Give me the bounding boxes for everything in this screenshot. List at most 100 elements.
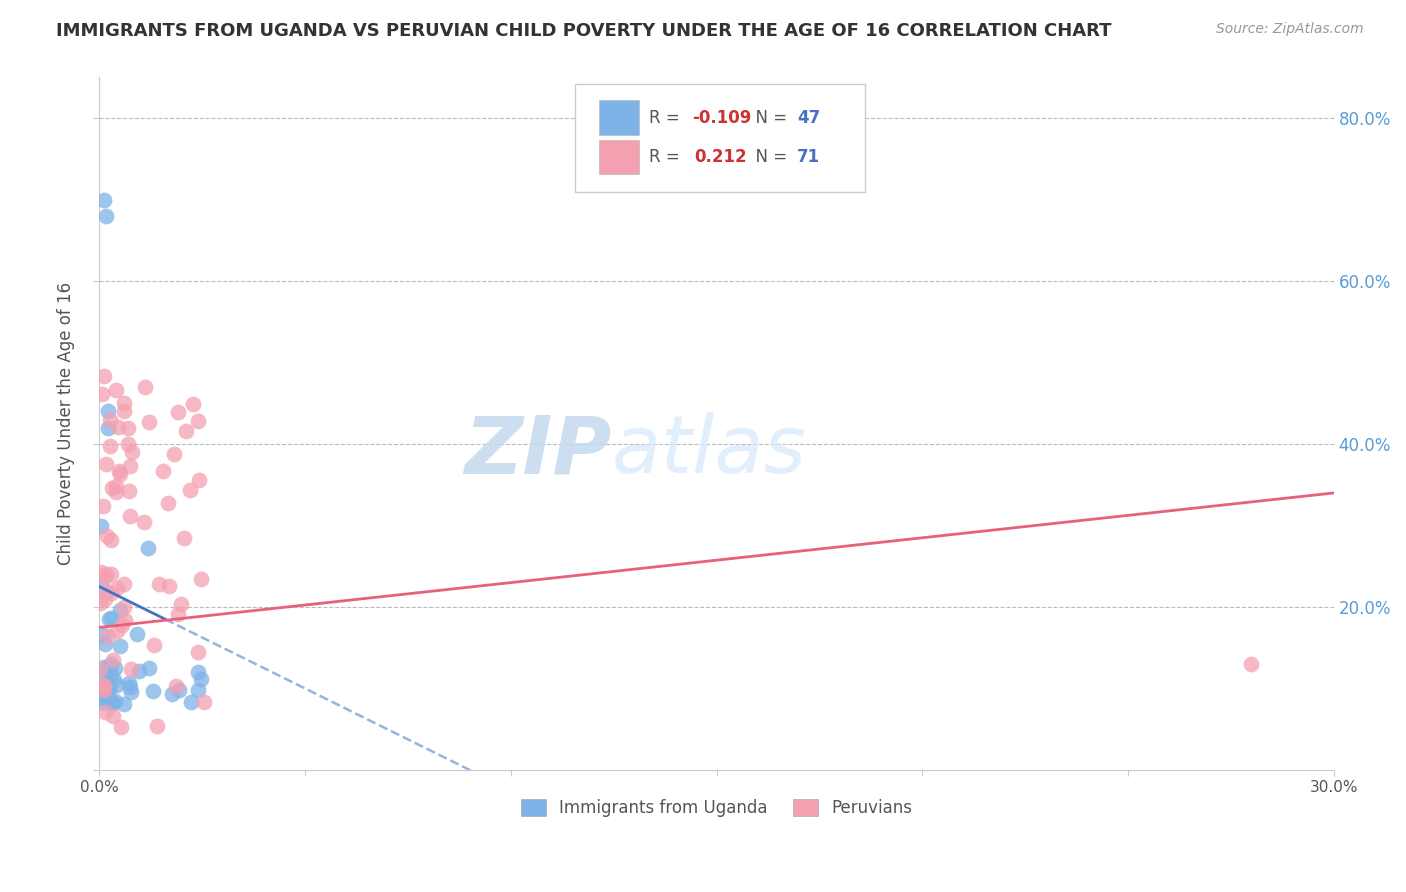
Point [96, 682, 118, 697]
Point [169, 683, 191, 698]
Point [93, 660, 115, 674]
Point [101, 696, 124, 710]
Point [105, 678, 128, 692]
Point [120, 661, 142, 675]
Point [101, 653, 124, 667]
Point [118, 509, 141, 524]
Text: -0.109: -0.109 [692, 109, 751, 127]
Point [100, 657, 122, 671]
Point [93, 679, 115, 693]
Point [90, 668, 112, 682]
Text: N =: N = [745, 109, 793, 127]
FancyBboxPatch shape [575, 85, 865, 192]
Text: Source: ZipAtlas.com: Source: ZipAtlas.com [1216, 22, 1364, 37]
Point [94, 637, 117, 651]
Point [97, 694, 120, 708]
Point [118, 675, 141, 690]
Point [160, 686, 183, 700]
Point [94, 566, 117, 581]
Point [94, 209, 117, 223]
Point [100, 481, 122, 495]
Point [100, 666, 122, 681]
Point [97, 612, 120, 626]
Point [112, 395, 135, 409]
Point [93, 682, 115, 697]
Point [121, 445, 143, 459]
Point [156, 496, 179, 510]
Point [104, 384, 127, 398]
Point [104, 661, 127, 675]
Point [190, 572, 212, 586]
Point [134, 380, 156, 394]
Point [110, 467, 132, 482]
Point [114, 697, 136, 711]
Point [120, 685, 142, 699]
Point [183, 397, 205, 411]
Point [117, 421, 139, 435]
Point [187, 645, 209, 659]
Text: 0.212: 0.212 [695, 148, 747, 166]
Point [90, 566, 112, 580]
Point [138, 661, 160, 675]
Point [100, 586, 122, 600]
Point [104, 485, 127, 500]
Point [89, 686, 111, 700]
Point [152, 464, 174, 478]
Point [166, 405, 188, 419]
Point [90, 387, 112, 401]
Point [138, 415, 160, 429]
Point [112, 577, 135, 591]
Point [103, 696, 125, 710]
Point [187, 683, 209, 698]
Y-axis label: Child Poverty Under the Age of 16: Child Poverty Under the Age of 16 [58, 282, 75, 566]
Point [187, 665, 209, 679]
Point [187, 414, 209, 428]
Point [142, 683, 165, 698]
Point [90, 681, 112, 696]
Point [107, 419, 129, 434]
Point [157, 578, 180, 592]
Point [103, 673, 125, 687]
Text: N =: N = [745, 148, 793, 166]
Point [105, 581, 128, 595]
Point [98, 683, 121, 698]
Point [97, 421, 120, 435]
Point [112, 600, 135, 615]
Point [117, 437, 139, 451]
Point [90, 519, 112, 533]
Point [112, 404, 135, 418]
Point [114, 613, 136, 627]
Point [136, 541, 159, 555]
Point [180, 695, 202, 709]
Point [108, 603, 131, 617]
Point [128, 664, 150, 678]
Text: R =: R = [648, 109, 685, 127]
Point [93, 696, 115, 710]
Point [91, 678, 114, 692]
Point [89, 662, 111, 676]
Point [101, 709, 124, 723]
Point [134, 515, 156, 529]
Point [93, 705, 115, 719]
Point [118, 459, 141, 474]
Point [104, 479, 127, 493]
Point [146, 719, 169, 733]
Point [120, 680, 142, 694]
Point [167, 607, 190, 621]
Text: 71: 71 [797, 148, 820, 166]
Point [93, 193, 115, 207]
Point [97, 661, 120, 675]
Point [96, 529, 118, 543]
Point [179, 483, 201, 497]
Point [93, 369, 115, 384]
Point [170, 597, 193, 611]
Point [100, 567, 122, 582]
Point [91, 500, 114, 514]
Point [93, 592, 115, 607]
Text: atlas: atlas [612, 412, 807, 491]
Point [97, 404, 120, 418]
Point [89, 596, 111, 610]
Point [108, 639, 131, 653]
Point [91, 628, 114, 642]
Point [190, 672, 212, 686]
